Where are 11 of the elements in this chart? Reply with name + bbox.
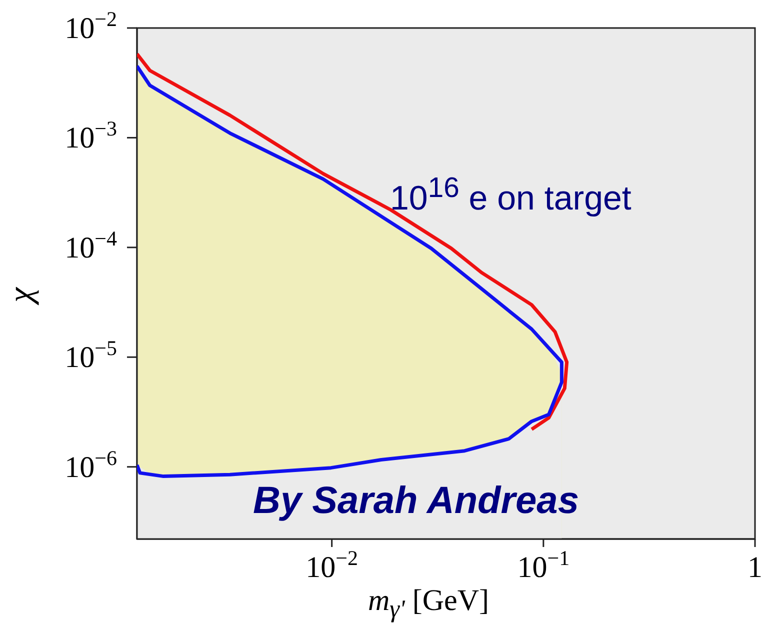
y-tick-label: 10$^{−3}$ (64, 116, 117, 155)
x-tick-label: 10$^{−1}$ (517, 546, 570, 584)
x-axis-title: m$_{γ'}$ [GeV] (368, 584, 490, 623)
annotation: By Sarah Andreas (253, 480, 579, 523)
x-tick-label: 1 (748, 551, 762, 584)
x-tick-label: 10$^{−2}$ (306, 546, 358, 584)
annotation: 10$^{16}$ e on target (390, 172, 632, 218)
y-tick-label: 10$^{−5}$ (64, 336, 117, 374)
y-tick-label: 10$^{−2}$ (64, 7, 117, 45)
y-tick-label: 10$^{−4}$ (64, 226, 118, 264)
y-tick-label: 10$^{−6}$ (64, 446, 117, 484)
